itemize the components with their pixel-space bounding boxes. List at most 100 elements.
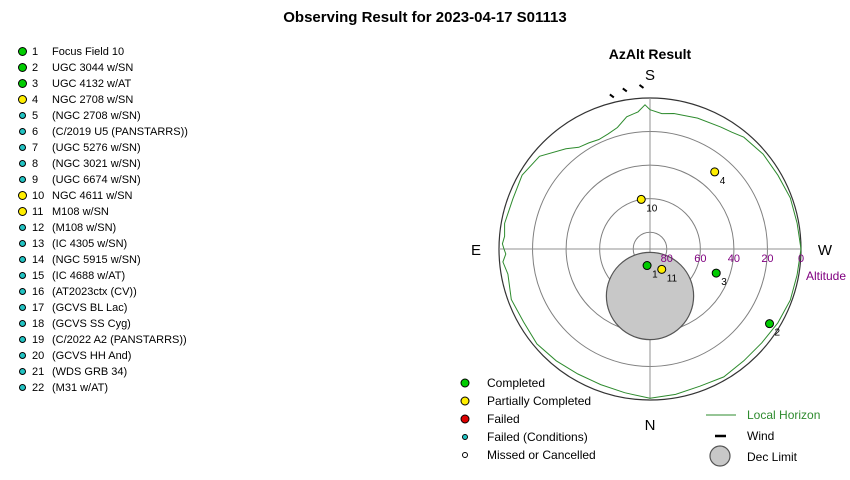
point-label: 2 (775, 328, 781, 339)
wind-layer (609, 84, 645, 99)
status-dot-icon (19, 352, 26, 359)
target-name: (GCVS SS Cyg) (52, 318, 131, 330)
status-dot-icon (18, 79, 27, 88)
target-name: (AT2023ctx (CV)) (52, 286, 137, 298)
target-name: (IC 4688 w/AT) (52, 270, 126, 282)
target-name: (UGC 6674 w/SN) (52, 174, 141, 186)
altitude-axis-label: Altitude (806, 269, 846, 283)
status-dot-icon (18, 63, 27, 72)
status-dot-icon (19, 304, 26, 311)
points-layer: 1 2 3 4 10 11 (636, 167, 781, 339)
altitude-tick-label: 60 (694, 253, 706, 265)
target-point (657, 264, 667, 274)
target-number: 11 (32, 206, 44, 218)
target-number: 17 (32, 302, 45, 314)
legend-partial-icon (460, 396, 470, 406)
target-number: 3 (32, 78, 39, 90)
legend-completed-icon (460, 378, 470, 388)
dec-limit-layer (605, 251, 695, 341)
altitude-tick-label: 40 (728, 253, 740, 265)
target-name: (M108 w/SN) (52, 222, 117, 234)
target-name: NGC 2708 w/SN (52, 94, 134, 106)
point-label: 10 (646, 203, 658, 214)
legend-horizon-label: Local Horizon (747, 408, 820, 422)
target-name: (C/2019 U5 (PANSTARRS)) (52, 126, 188, 138)
status-dot-icon (19, 272, 26, 279)
dec-limit-circle (605, 251, 695, 341)
legend-wind-label: Wind (747, 429, 774, 443)
status-dot-icon (19, 224, 26, 231)
target-name: (NGC 5915 w/SN) (52, 254, 141, 266)
target-point (642, 261, 652, 271)
point-label: 4 (720, 176, 726, 187)
target-number: 15 (32, 270, 45, 282)
legend-partial-label: Partially Completed (487, 394, 591, 408)
target-point (710, 167, 720, 177)
status-dot-icon (18, 207, 27, 216)
target-point (711, 268, 721, 278)
direction-north: N (645, 417, 656, 434)
target-number: 4 (32, 94, 39, 106)
legend-failed-label: Failed (487, 412, 520, 426)
target-name: (WDS GRB 34) (52, 366, 128, 378)
chart-axes (499, 98, 801, 400)
status-dot-icon (18, 47, 27, 56)
local-horizon-line (501, 104, 802, 399)
point-label: 3 (721, 277, 727, 288)
target-number: 5 (32, 110, 39, 122)
status-dot-icon (19, 160, 26, 167)
legend-failed_conditions-icon (462, 434, 468, 440)
target-name: (C/2022 A2 (PANSTARRS)) (52, 334, 187, 346)
target-name: M108 w/SN (52, 206, 109, 218)
target-name: Focus Field 10 (52, 46, 125, 58)
altitude-tick-label: 20 (761, 253, 773, 265)
legend-missed-label: Missed or Cancelled (487, 448, 596, 462)
target-point (765, 319, 775, 329)
status-dot-icon (19, 368, 26, 375)
status-dot-icon (18, 191, 27, 200)
target-number: 22 (32, 382, 45, 394)
chart-legend: Completed Partially Completed Failed Failed… (460, 376, 820, 467)
altitude-tick-labels: 80 60 40 20 0 (661, 253, 804, 265)
status-dot-icon (18, 95, 27, 104)
target-number: 2 (32, 62, 39, 74)
target-name: NGC 4611 w/SN (52, 190, 133, 202)
target-number: 8 (32, 158, 39, 170)
wind-mark (638, 84, 645, 89)
legend-completed-label: Completed (487, 376, 545, 390)
target-number: 13 (32, 238, 45, 250)
status-dot-icon (19, 240, 26, 247)
status-dot-icon (19, 256, 26, 263)
target-number: 18 (32, 318, 45, 330)
target-name: UGC 4132 w/AT (52, 78, 132, 90)
status-dot-icon (19, 144, 26, 151)
target-name: (IC 4305 w/SN) (52, 238, 128, 250)
wind-mark (622, 87, 628, 93)
direction-east: E (471, 242, 481, 259)
target-number: 6 (32, 126, 39, 138)
target-number: 10 (32, 190, 45, 202)
target-number: 1 (32, 46, 39, 58)
target-number: 12 (32, 222, 45, 234)
target-name: (GCVS HH And) (52, 350, 132, 362)
legend-dec-limit-label: Dec Limit (747, 450, 798, 464)
status-dot-icon (19, 384, 26, 391)
legend-missed-icon (462, 452, 468, 458)
target-point (636, 194, 646, 204)
target-name: (GCVS BL Lac) (52, 302, 128, 314)
target-number: 14 (32, 254, 45, 266)
legend-dec-limit-icon (709, 445, 731, 467)
legend-failed-icon (460, 414, 470, 424)
status-dot-icon (19, 128, 26, 135)
legend-failed_conditions-label: Failed (Conditions) (487, 430, 588, 444)
altitude-tick-label: 0 (798, 253, 804, 265)
target-name: (M31 w/AT) (52, 382, 109, 394)
target-number: 16 (32, 286, 45, 298)
target-name: UGC 3044 w/SN (52, 62, 134, 74)
direction-west: W (818, 242, 833, 259)
target-number: 20 (32, 350, 45, 362)
page-title: Observing Result for 2023-04-17 S01113 (283, 9, 567, 26)
target-name: (NGC 2708 w/SN) (52, 110, 141, 122)
wind-mark (609, 93, 615, 99)
target-number: 9 (32, 174, 39, 186)
